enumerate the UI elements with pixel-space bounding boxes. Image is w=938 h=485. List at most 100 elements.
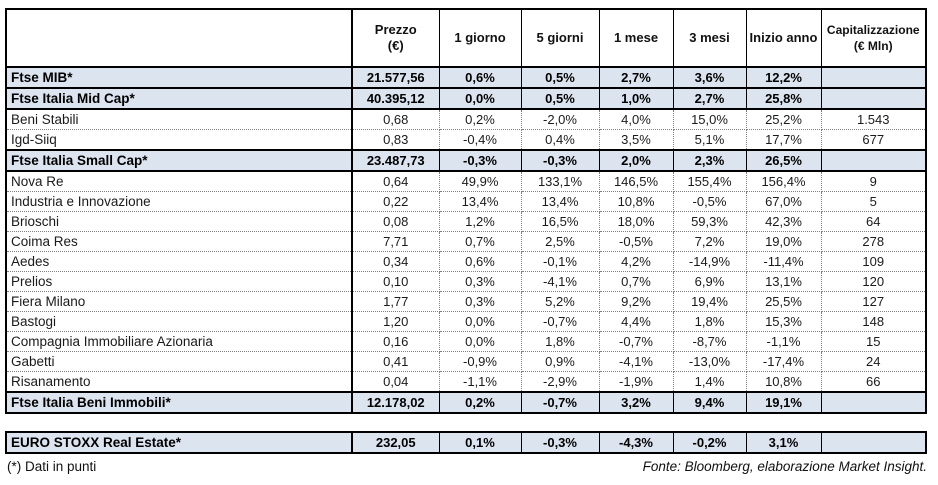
cell-prezzo: 12.178,02 <box>352 391 440 414</box>
cell-inizio-anno: 12,2% <box>746 66 822 89</box>
cell-1-mese: -0,5% <box>599 231 674 252</box>
cell-1-mese: 4,4% <box>599 311 674 332</box>
row-label: Gabetti <box>6 351 353 372</box>
main-table-body: Ftse MIB* 21.577,56 0,6% 0,5% 2,7% 3,6% 12,2% F… <box>6 66 926 414</box>
footnote-dati-in-punti: (*) Dati in punti <box>7 459 97 474</box>
cell-inizio-anno: 19,0% <box>746 231 822 252</box>
table-footer: (*) Dati in punti Fonte: Bloomberg, elab… <box>5 459 929 474</box>
index-row: Ftse Italia Beni Immobili* 12.178,02 0,2% -… <box>6 391 926 414</box>
row-label: Prelios <box>6 271 353 292</box>
cell-capitalizzazione: 278 <box>821 231 926 252</box>
cell-3-mesi: 6,9% <box>673 271 747 292</box>
cell-1-mese: 3,5% <box>599 129 674 151</box>
row-label: Nova Re <box>6 171 353 192</box>
cell-1-giorno: 0,3% <box>439 291 522 312</box>
cell-capitalizzazione: 66 <box>821 371 926 393</box>
cell-capitalizzazione: 9 <box>821 171 926 192</box>
cell-inizio-anno: 156,4% <box>746 171 822 192</box>
table-gap <box>5 414 925 431</box>
cell-1-mese: 2,7% <box>599 66 674 89</box>
column-header-3-mesi: 3 mesi <box>673 9 747 68</box>
cell-1-mese: 146,5% <box>599 171 674 192</box>
cell-1-mese: 4,0% <box>599 109 674 130</box>
cell-prezzo: 0,16 <box>352 331 440 352</box>
column-header-prezzo: Prezzo (€) <box>352 9 440 68</box>
cell-capitalizzazione: 64 <box>821 211 926 232</box>
cell-prezzo: 0,34 <box>352 251 440 272</box>
row-label: Compagnia Immobiliare Azionaria <box>6 331 353 352</box>
index-row: EURO STOXX Real Estate* 232,05 0,1% -0,3% -4… <box>6 431 926 454</box>
cell-5-giorni: 0,9% <box>521 351 600 372</box>
index-row: Ftse Italia Small Cap* 23.487,73 -0,3% -0,3… <box>6 149 926 172</box>
cell-1-giorno: -0,3% <box>439 149 522 172</box>
cell-prezzo: 0,10 <box>352 271 440 292</box>
cell-3-mesi: 19,4% <box>673 291 747 312</box>
cell-5-giorni: -2,0% <box>521 109 600 130</box>
cell-capitalizzazione: 127 <box>821 291 926 312</box>
cell-3-mesi: -0,2% <box>673 431 747 454</box>
cell-capitalizzazione <box>821 66 926 89</box>
cell-inizio-anno: -1,1% <box>746 331 822 352</box>
cell-prezzo: 0,83 <box>352 129 440 151</box>
row-label: Brioschi <box>6 211 353 232</box>
cell-capitalizzazione: 677 <box>821 129 926 151</box>
company-row: Beni Stabili 0,68 0,2% -2,0% 4,0% 15,0% 25,2% 1… <box>6 109 926 130</box>
main-table-header: Prezzo (€) 1 giorno 5 giorni 1 mese 3 mesi Ini… <box>6 9 926 68</box>
cell-capitalizzazione: 15 <box>821 331 926 352</box>
cell-inizio-anno: 67,0% <box>746 191 822 212</box>
company-row: Prelios 0,10 0,3% -4,1% 0,7% 6,9% 13,1% 120 <box>6 271 926 292</box>
cell-1-giorno: 0,7% <box>439 231 522 252</box>
row-label: Igd-Siiq <box>6 129 353 151</box>
cell-1-mese: 18,0% <box>599 211 674 232</box>
row-label: EURO STOXX Real Estate* <box>6 431 353 454</box>
cell-inizio-anno: 25,8% <box>746 87 822 110</box>
cell-5-giorni: -0,7% <box>521 391 600 414</box>
cell-prezzo: 0,04 <box>352 371 440 393</box>
cell-inizio-anno: 26,5% <box>746 149 822 172</box>
cell-1-giorno: 0,6% <box>439 251 522 272</box>
cell-3-mesi: 1,8% <box>673 311 747 332</box>
cell-prezzo: 232,05 <box>352 431 440 454</box>
company-row: Nova Re 0,64 49,9% 133,1% 146,5% 155,4% 156,4%… <box>6 171 926 192</box>
cell-5-giorni: 16,5% <box>521 211 600 232</box>
company-row: Gabetti 0,41 -0,9% 0,9% -4,1% -13,0% -17,4% 24 <box>6 351 926 372</box>
cell-1-giorno: 0,3% <box>439 271 522 292</box>
index-row: Ftse Italia Mid Cap* 40.395,12 0,0% 0,5% 1,0… <box>6 87 926 110</box>
header-row: Prezzo (€) 1 giorno 5 giorni 1 mese 3 mesi Ini… <box>6 9 926 68</box>
cell-3-mesi: 15,0% <box>673 109 747 130</box>
cell-inizio-anno: 10,8% <box>746 371 822 393</box>
cell-prezzo: 0,68 <box>352 109 440 130</box>
company-row: Compagnia Immobiliare Azionaria 0,16 0,0% 1… <box>6 331 926 352</box>
cell-3-mesi: 59,3% <box>673 211 747 232</box>
cell-5-giorni: -0,3% <box>521 149 600 172</box>
cell-1-giorno: 13,4% <box>439 191 522 212</box>
cell-inizio-anno: -17,4% <box>746 351 822 372</box>
cell-prezzo: 40.395,12 <box>352 87 440 110</box>
row-label: Aedes <box>6 251 353 272</box>
cell-inizio-anno: 15,3% <box>746 311 822 332</box>
company-row: Igd-Siiq 0,83 -0,4% 0,4% 3,5% 5,1% 17,7% 677 <box>6 129 926 151</box>
cell-capitalizzazione <box>821 87 926 110</box>
cell-capitalizzazione: 1.543 <box>821 109 926 130</box>
cell-1-mese: 9,2% <box>599 291 674 312</box>
cell-capitalizzazione: 5 <box>821 191 926 212</box>
cell-inizio-anno: 25,5% <box>746 291 822 312</box>
cell-1-mese: 0,7% <box>599 271 674 292</box>
company-row: Bastogi 1,20 0,0% -0,7% 4,4% 1,8% 15,3% 148 <box>6 311 926 332</box>
cell-1-giorno: 1,2% <box>439 211 522 232</box>
column-header-inizio-anno: Inizio anno <box>746 9 822 68</box>
column-header-5-giorni: 5 giorni <box>521 9 600 68</box>
cell-3-mesi: 7,2% <box>673 231 747 252</box>
cell-prezzo: 23.487,73 <box>352 149 440 172</box>
company-row: Brioschi 0,08 1,2% 16,5% 18,0% 59,3% 42,3% 64 <box>6 211 926 232</box>
cell-inizio-anno: 42,3% <box>746 211 822 232</box>
cell-3-mesi: -13,0% <box>673 351 747 372</box>
row-label: Ftse Italia Mid Cap* <box>6 87 353 110</box>
row-label: Fiera Milano <box>6 291 353 312</box>
row-label: Ftse MIB* <box>6 66 353 89</box>
cell-1-giorno: 0,0% <box>439 87 522 110</box>
row-label: Coima Res <box>6 231 353 252</box>
cell-prezzo: 1,77 <box>352 291 440 312</box>
cell-prezzo: 0,64 <box>352 171 440 192</box>
cell-1-giorno: 49,9% <box>439 171 522 192</box>
